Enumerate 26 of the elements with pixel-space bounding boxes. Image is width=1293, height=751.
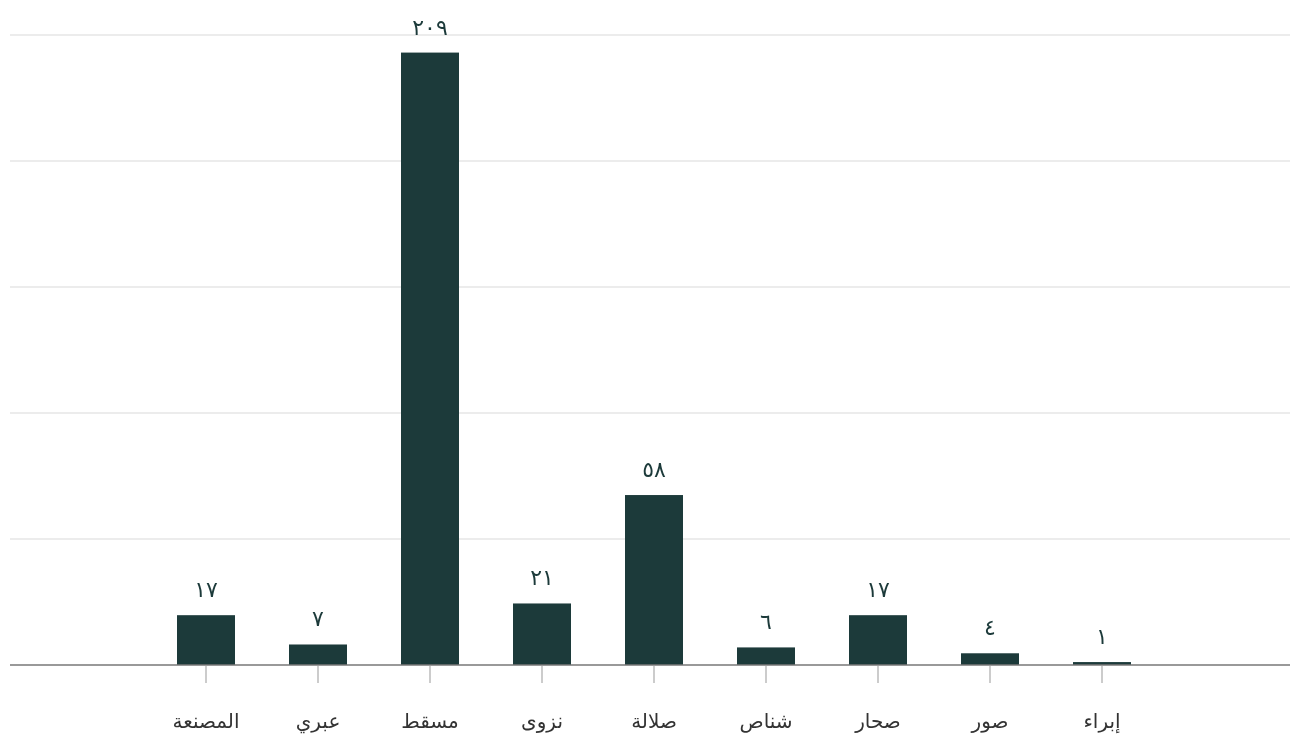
x-tick-label: صحار xyxy=(854,709,901,733)
x-tick-label: عبري xyxy=(295,709,341,734)
x-tick-label: نزوى xyxy=(521,709,563,733)
data-label: ١ xyxy=(1096,624,1108,650)
x-tick-label: المصنعة xyxy=(172,709,240,733)
x-tick-label: شناص xyxy=(739,709,793,733)
bar xyxy=(625,495,683,665)
data-label: ١٧ xyxy=(194,577,218,603)
x-tick-label: صور xyxy=(970,709,1009,733)
x-tick-label: إبراء xyxy=(1083,709,1121,734)
bar xyxy=(177,615,235,665)
data-label: ٢٠٩ xyxy=(412,14,448,40)
x-tick-label: مسقط xyxy=(401,709,459,733)
data-label: ٥٨ xyxy=(642,457,666,483)
data-label: ١٧ xyxy=(866,577,890,603)
data-label: ٧ xyxy=(312,606,325,632)
bar xyxy=(849,615,907,665)
bar xyxy=(961,653,1019,665)
bar xyxy=(737,647,795,665)
data-label: ٦ xyxy=(760,609,772,635)
data-label: ٤ xyxy=(984,615,996,641)
x-tick-label: صلالة xyxy=(631,709,677,733)
bar xyxy=(401,52,459,665)
bar xyxy=(289,644,347,665)
bar xyxy=(513,603,571,665)
data-label: ٢١ xyxy=(530,565,554,591)
